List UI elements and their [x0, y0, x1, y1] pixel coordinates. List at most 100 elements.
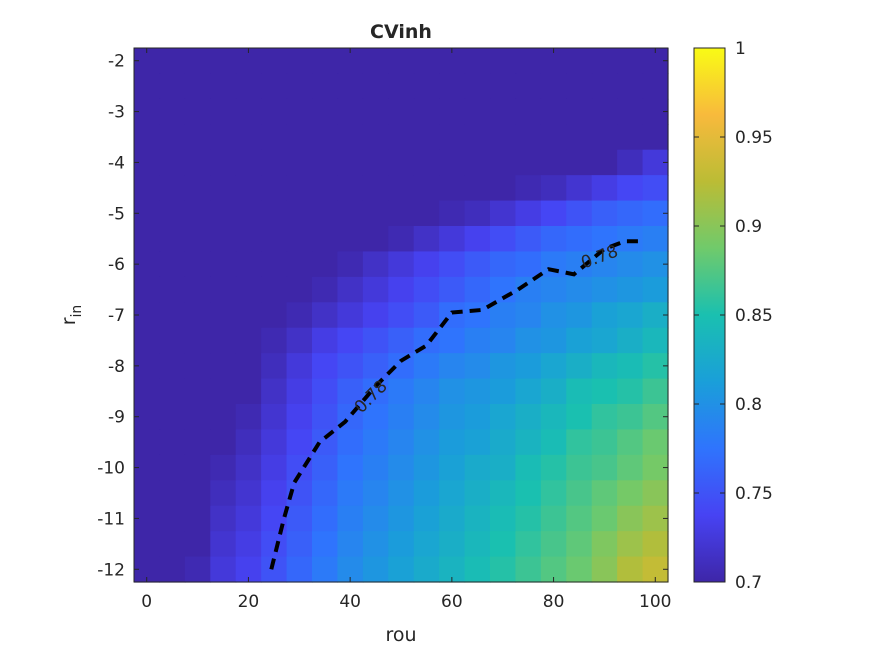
x-tick-label: 80	[543, 592, 565, 612]
heatmap-cell	[515, 404, 542, 431]
heatmap-cell	[515, 302, 542, 329]
heatmap-cell	[210, 480, 237, 507]
heatmap-cell	[362, 149, 389, 176]
heatmap-cell	[210, 302, 237, 329]
heatmap-cell	[388, 556, 415, 583]
heatmap-cell	[515, 378, 542, 405]
heatmap-cell	[159, 505, 186, 532]
heatmap-cell	[566, 480, 593, 507]
heatmap-cell	[159, 480, 186, 507]
heatmap-cell	[540, 404, 567, 431]
heatmap-cell	[413, 302, 440, 329]
x-tick-label: 60	[441, 592, 463, 612]
heatmap-cell	[312, 556, 339, 583]
heatmap-cell	[490, 48, 517, 75]
heatmap-cell	[134, 429, 161, 456]
heatmap-cell	[210, 404, 237, 431]
heatmap-cell	[261, 531, 288, 558]
heatmap-cell	[540, 200, 567, 227]
heatmap-cell	[362, 276, 389, 303]
heatmap-cell	[312, 251, 339, 278]
heatmap-cell	[210, 48, 237, 75]
heatmap-cell	[362, 302, 389, 329]
heatmap-cell	[642, 327, 669, 354]
heatmap-cell	[591, 429, 618, 456]
heatmap-cell	[235, 251, 262, 278]
heatmap-cell	[362, 505, 389, 532]
y-axis-ticks: -2 -3 -4 -5 -6 -7 -8 -9 -10 -11 -12	[97, 52, 668, 580]
heatmap-cell	[337, 353, 364, 380]
heatmap-cell	[413, 480, 440, 507]
heatmap-cell	[515, 480, 542, 507]
heatmap-cell	[591, 404, 618, 431]
heatmap-cell	[515, 531, 542, 558]
heatmap-cell	[362, 404, 389, 431]
heatmap-cell	[617, 454, 644, 481]
heatmap-cell	[184, 226, 211, 253]
heatmap-cell	[540, 251, 567, 278]
heatmap-cell	[439, 505, 466, 532]
heatmap-cell	[337, 73, 364, 100]
heatmap-cell	[134, 531, 161, 558]
heatmap-cell	[464, 327, 491, 354]
heatmap-cell	[540, 124, 567, 151]
heatmap-cell	[642, 378, 669, 405]
heatmap-cell	[362, 378, 389, 405]
heatmap-cell	[312, 531, 339, 558]
heatmap-cell	[413, 124, 440, 151]
heatmap-cell	[464, 276, 491, 303]
heatmap-cell	[159, 353, 186, 380]
heatmap-cell	[159, 226, 186, 253]
heatmap-cell	[642, 175, 669, 202]
heatmap-cell	[515, 429, 542, 456]
heatmap-cell	[184, 124, 211, 151]
heatmap-cell	[617, 124, 644, 151]
heatmap-cell	[337, 429, 364, 456]
heatmap-cell	[388, 226, 415, 253]
heatmap-cell	[286, 429, 313, 456]
heatmap-cell	[439, 175, 466, 202]
heatmap-cell	[566, 327, 593, 354]
heatmap-cell	[159, 327, 186, 354]
heatmap-cell	[134, 327, 161, 354]
colorbar	[693, 47, 726, 583]
heatmap-cell	[515, 556, 542, 583]
heatmap-cell	[617, 556, 644, 583]
heatmap-cell	[159, 378, 186, 405]
heatmap-cell	[515, 48, 542, 75]
heatmap-cell	[362, 353, 389, 380]
heatmap-cell	[490, 124, 517, 151]
heatmap-cell	[566, 353, 593, 380]
heatmap-cell	[490, 556, 517, 583]
heatmap-cell	[261, 175, 288, 202]
colorbar-tick-label: 0.7	[735, 573, 762, 593]
heatmap-cell	[439, 98, 466, 125]
heatmap-cell	[261, 149, 288, 176]
heatmap-cell	[235, 480, 262, 507]
heatmap-cell	[540, 429, 567, 456]
heatmap-cell	[235, 124, 262, 151]
heatmap-cell	[591, 378, 618, 405]
heatmap-cell	[159, 73, 186, 100]
heatmap-cell	[184, 556, 211, 583]
heatmap-cell	[159, 149, 186, 176]
heatmap-cell	[490, 353, 517, 380]
heatmap-cell	[286, 404, 313, 431]
heatmap-cell	[566, 48, 593, 75]
heatmap-cell	[235, 531, 262, 558]
heatmap-cell	[591, 175, 618, 202]
heatmap-cell	[312, 454, 339, 481]
colorbar-ticks: 0.7 0.75 0.8 0.85 0.9 0.95 1	[694, 39, 773, 593]
heatmap-cell	[464, 48, 491, 75]
heatmap-cell	[515, 251, 542, 278]
heatmap-cell	[235, 378, 262, 405]
heatmap-cell	[210, 226, 237, 253]
heatmap-cell	[362, 124, 389, 151]
heatmap-cell	[184, 302, 211, 329]
heatmap-cell	[388, 531, 415, 558]
heatmap-cell	[464, 353, 491, 380]
heatmap-cell	[591, 200, 618, 227]
heatmap-cell	[566, 531, 593, 558]
heatmap-cell	[464, 302, 491, 329]
heatmap-cell	[464, 556, 491, 583]
